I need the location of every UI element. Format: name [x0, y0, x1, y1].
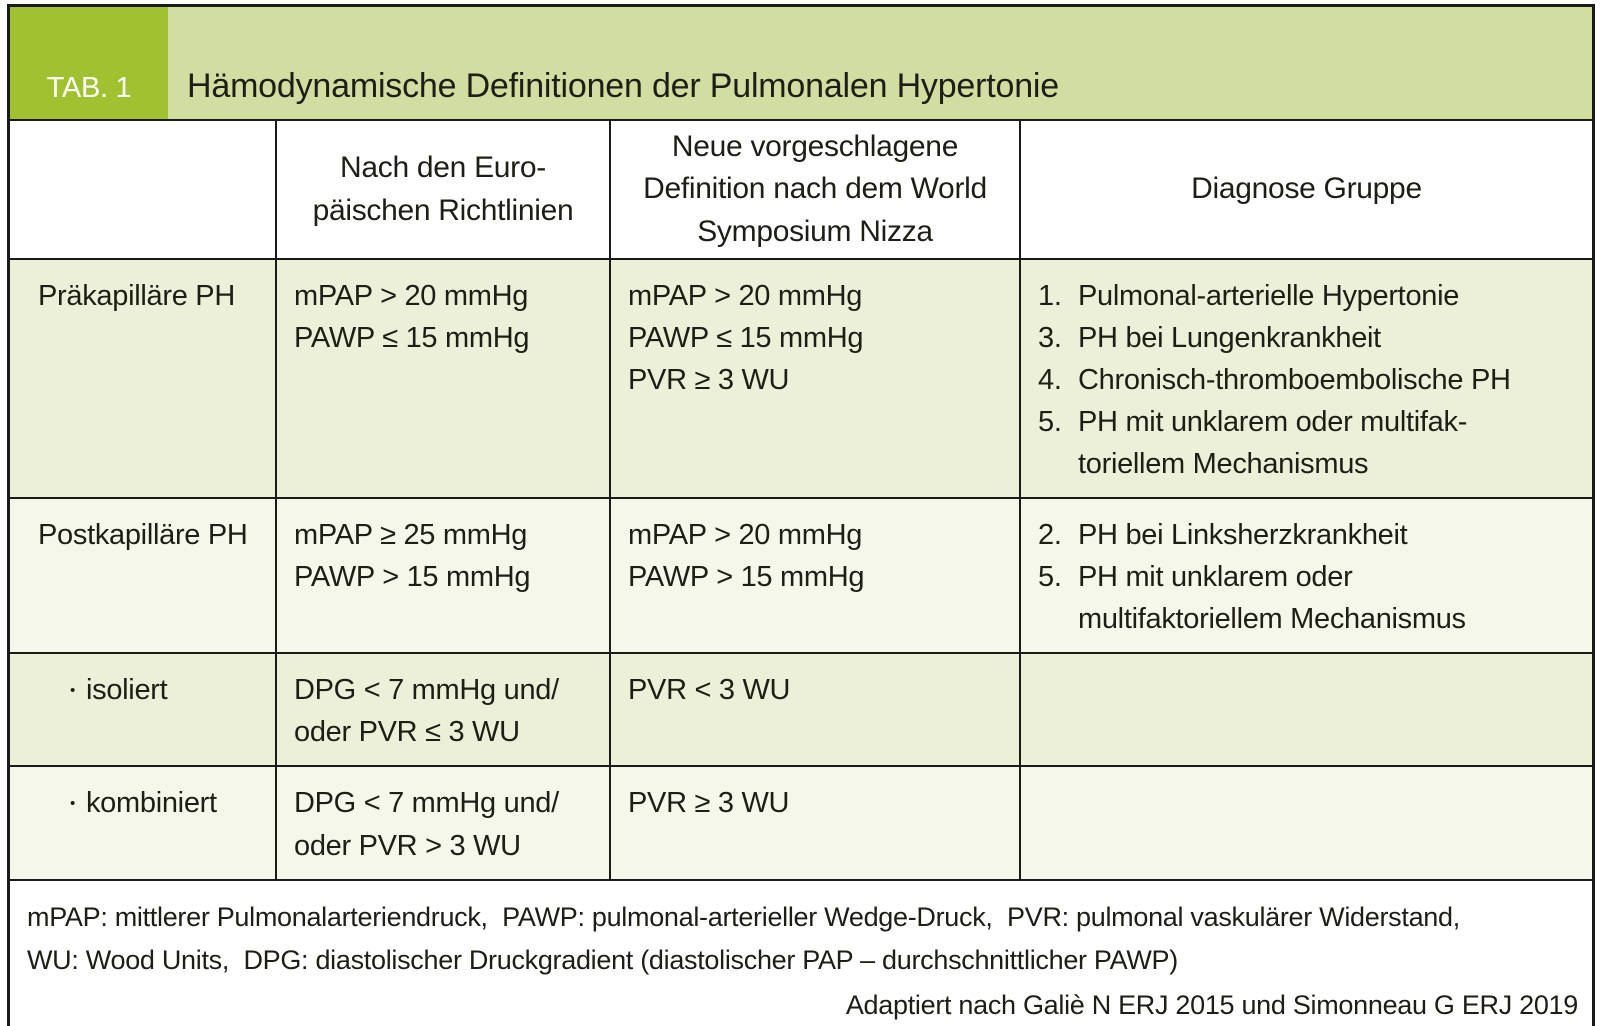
row-label-text: Postkapilläre PH	[38, 519, 248, 552]
cell-diagnose-gruppen-empty	[1019, 652, 1593, 768]
table-title: Hämodynamische Definitionen der Pulmonal…	[168, 7, 1592, 119]
item-number: 1.	[1038, 280, 1062, 312]
cell-euro-definition: mPAP ≥ 25 mmHg PAWP > 15 mmHg	[275, 497, 611, 655]
bullet-icon: •	[70, 682, 75, 700]
diagnose-item: 4. Chronisch-thromboembolische PH	[1038, 359, 1578, 401]
col-header-world-symposium: Neue vorgeschlagene Definition nach dem …	[609, 120, 1021, 260]
item-number: 2.	[1038, 519, 1062, 552]
cell-nizza-definition: PVR ≥ 3 WU	[609, 765, 1021, 880]
diagnose-item: 3. PH bei Lungenkrankheit	[1038, 317, 1578, 359]
cell-euro-definition: DPG < 7 mmHg und/ oder PVR > 3 WU	[275, 765, 611, 880]
item-text: PH mit unklarem oder multifak- toriellem…	[1078, 406, 1468, 481]
item-text: PH bei Linksherzkrankheit	[1078, 519, 1408, 552]
footnote: mPAP: mittlerer Pulmonalarteriendruck, P…	[10, 878, 1592, 1026]
footnote-abbreviations: mPAP: mittlerer Pulmonalarteriendruck, P…	[27, 901, 1460, 975]
cell-nizza-definition: PVR < 3 WU	[609, 652, 1021, 768]
item-text: PH bei Lungenkrankheit	[1078, 322, 1381, 355]
table-row-isoliert: • isoliert DPG < 7 mmHg und/ oder PVR ≤ 3…	[9, 652, 1593, 768]
col-header-empty	[9, 120, 277, 260]
diagnose-item: 5. PH mit unklarem oder multifak- toriell…	[1038, 401, 1578, 485]
cell-diagnose-gruppen-empty	[1019, 765, 1593, 880]
diagnose-item: 2. PH bei Linksherzkrankheit	[1038, 514, 1578, 556]
definitions-table: Nach den Euro- päischen Richtlinien Neue…	[9, 120, 1593, 880]
bullet-icon: •	[70, 795, 75, 813]
cell-diagnose-gruppen: 2. PH bei Linksherzkrankheit 5. PH mit unk…	[1019, 497, 1593, 655]
tab-number-label: TAB. 1	[46, 72, 132, 104]
cell-euro-definition: DPG < 7 mmHg und/ oder PVR ≤ 3 WU	[275, 652, 611, 768]
table-title-text: Hämodynamische Definitionen der Pulmonal…	[187, 67, 1059, 105]
row-label-text: kombiniert	[85, 787, 217, 820]
table-row-praekapillaere-ph: Präkapilläre PH mPAP > 20 mmHg PAWP ≤ 15…	[9, 257, 1593, 500]
row-label-postkapillaere-ph: Postkapilläre PH	[9, 497, 277, 655]
item-number: 5.	[1038, 406, 1062, 439]
item-text: Chronisch-thromboembolische PH	[1078, 364, 1511, 397]
diagnose-item: 5. PH mit unklarem oder multifaktoriellem…	[1038, 556, 1578, 640]
row-label-text: Präkapilläre PH	[38, 280, 235, 312]
table-card: TAB. 1 Hämodynamische Definitionen der P…	[7, 4, 1595, 1026]
footnote-source: Adaptiert nach Galiè N ERJ 2015 und Simo…	[845, 989, 1578, 1020]
table-title-band: TAB. 1 Hämodynamische Definitionen der P…	[10, 7, 1592, 121]
cell-nizza-definition: mPAP > 20 mmHg PAWP ≤ 15 mmHg PVR ≥ 3 WU	[609, 257, 1021, 500]
item-text: Pulmonal-arterielle Hypertonie	[1078, 280, 1460, 312]
diagnose-item: 1. Pulmonal-arterielle Hypertonie	[1038, 275, 1578, 317]
item-number: 3.	[1038, 322, 1062, 355]
cell-nizza-definition: mPAP > 20 mmHg PAWP > 15 mmHg	[609, 497, 1021, 655]
item-number: 5.	[1038, 561, 1062, 594]
table-row-postkapillaere-ph: Postkapilläre PH mPAP ≥ 25 mmHg PAWP > 1…	[9, 497, 1593, 655]
row-label-praekapillaere-ph: Präkapilläre PH	[9, 257, 277, 500]
row-label-kombiniert: • kombiniert	[9, 765, 277, 880]
col-header-diagnose-gruppe: Diagnose Gruppe	[1019, 120, 1593, 260]
table-row-kombiniert: • kombiniert DPG < 7 mmHg und/ oder PVR >…	[9, 765, 1593, 880]
cell-diagnose-gruppen: 1. Pulmonal-arterielle Hypertonie 3. PH be…	[1019, 257, 1593, 500]
row-label-text: isoliert	[85, 674, 168, 707]
cell-euro-definition: mPAP > 20 mmHg PAWP ≤ 15 mmHg	[275, 257, 611, 500]
item-number: 4.	[1038, 364, 1062, 397]
header-row: Nach den Euro- päischen Richtlinien Neue…	[9, 120, 1593, 260]
row-label-isoliert: • isoliert	[9, 652, 277, 768]
tab-number-badge: TAB. 1	[10, 7, 168, 119]
item-text: PH mit unklarem oder multifaktoriellem M…	[1078, 561, 1466, 636]
col-header-euro-richtlinien: Nach den Euro- päischen Richtlinien	[275, 120, 611, 260]
